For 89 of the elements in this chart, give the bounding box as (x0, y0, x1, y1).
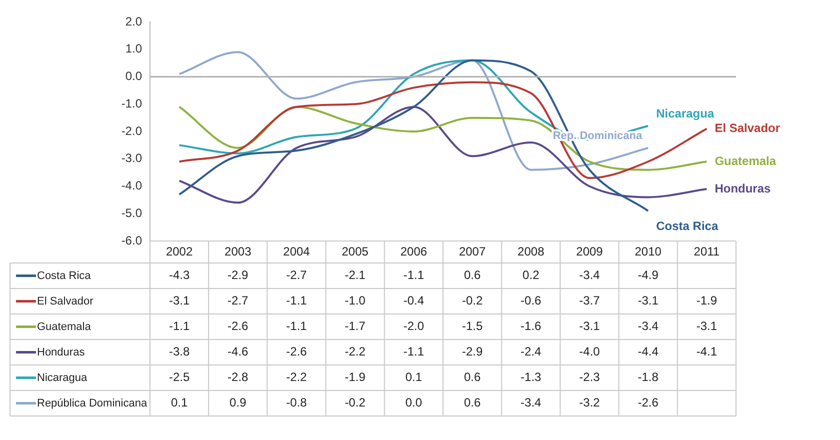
data-label: -2.1 (344, 268, 366, 282)
data-label: 0.0 (405, 396, 422, 410)
data-label: -0.8 (286, 396, 308, 410)
x-tick-label: 2003 (224, 244, 252, 258)
legend-label: Nicaragua (37, 372, 88, 384)
data-label: -3.7 (579, 294, 600, 308)
data-label: -1.1 (403, 268, 424, 282)
x-tick-label: 2006 (400, 244, 428, 258)
data-label: -1.8 (638, 370, 659, 384)
y-tick-label: -3.0 (121, 151, 142, 166)
data-label: -0.4 (403, 294, 424, 308)
data-label: 0.9 (230, 396, 247, 410)
data-label: -3.8 (168, 344, 190, 359)
data-label: 0.1 (170, 396, 188, 410)
data-label: -0.2 (462, 294, 483, 308)
y-tick-label: -1.0 (121, 96, 142, 110)
x-tick-label: 2002 (166, 244, 193, 258)
data-label: -3.1 (696, 319, 718, 334)
data-label: -1.0 (344, 294, 366, 308)
data-label: -1.5 (462, 319, 483, 334)
line-series (178, 51, 650, 171)
data-label: -4.0 (579, 344, 600, 359)
data-label: 0.6 (464, 268, 481, 282)
data-label: -3.4 (520, 396, 542, 410)
annotation: Honduras (714, 181, 772, 196)
legend-label: República Dominicana (37, 397, 148, 410)
y-tick-label: -6.0 (121, 233, 142, 248)
y-tick-label: -5.0 (121, 206, 142, 220)
data-label: -2.2 (286, 370, 308, 384)
annotation: Guatemala (714, 154, 776, 168)
data-label: -2.9 (228, 268, 249, 282)
data-label: -2.0 (403, 319, 424, 334)
y-tick-label: -2.0 (121, 124, 142, 138)
annotation: Costa Rica (656, 219, 718, 234)
data-label: -4.9 (638, 268, 659, 282)
data-label: -0.6 (520, 294, 542, 308)
data-label: -4.4 (638, 344, 659, 359)
data-label: -1.9 (344, 370, 366, 384)
data-label: -2.3 (579, 370, 600, 384)
data-label: -3.4 (638, 319, 659, 334)
data-label: -3.1 (168, 294, 190, 308)
y-tick-label: 1.0 (125, 42, 142, 56)
data-label: -1.1 (286, 294, 308, 308)
x-tick-label: 2009 (576, 244, 604, 258)
data-label: -3.1 (638, 294, 659, 308)
data-label: -2.6 (286, 344, 308, 359)
data-label: 0.6 (464, 396, 481, 410)
data-label: -1.1 (286, 319, 308, 334)
data-label: -4.3 (168, 268, 190, 282)
data-label: 0.6 (464, 370, 481, 384)
data-label: 0.2 (522, 268, 540, 282)
x-tick-label: 2011 (694, 244, 720, 258)
y-tick-label: -4.0 (121, 178, 142, 193)
data-label: -2.8 (228, 370, 249, 384)
legend-label: Honduras (37, 346, 86, 358)
data-label: -2.2 (344, 344, 366, 359)
x-tick-label: 2008 (518, 244, 545, 258)
data-label: -2.7 (228, 294, 249, 308)
data-label: 0.1 (405, 370, 422, 384)
data-label: -1.9 (696, 294, 718, 308)
line-series (178, 59, 650, 212)
x-tick-label: 2005 (342, 244, 369, 258)
y-tick-label: 0.0 (125, 69, 142, 84)
x-tick-label: 2010 (634, 244, 662, 258)
legend-label: Guatemala (37, 320, 92, 333)
data-label: -0.2 (344, 396, 366, 410)
legend-label: El Salvador (37, 295, 94, 308)
data-label: -1.3 (520, 370, 542, 384)
legend-label: Costa Rica (37, 270, 92, 282)
data-label: -2.7 (286, 268, 308, 282)
data-label: -1.1 (168, 319, 190, 334)
annotation: Nicaragua (656, 106, 714, 120)
data-label: -2.4 (520, 344, 542, 359)
data-label: -3.2 (579, 396, 600, 410)
x-tick-label: 2007 (458, 244, 486, 258)
data-label: -3.4 (579, 268, 600, 282)
data-label: -1.7 (344, 319, 366, 334)
data-label: -1.6 (520, 319, 542, 334)
data-label: -4.1 (696, 344, 718, 359)
data-label: -2.9 (462, 344, 483, 359)
data-label: -4.6 (228, 344, 249, 359)
y-tick-label: 2.0 (125, 14, 142, 28)
data-label: -2.6 (228, 319, 249, 334)
data-label: -2.5 (168, 370, 190, 384)
data-label: -1.1 (403, 344, 424, 359)
data-label: -3.1 (579, 319, 600, 334)
data-label: -2.6 (638, 396, 659, 410)
annotation: El Salvador (714, 121, 780, 136)
x-tick-label: 2004 (283, 244, 310, 258)
